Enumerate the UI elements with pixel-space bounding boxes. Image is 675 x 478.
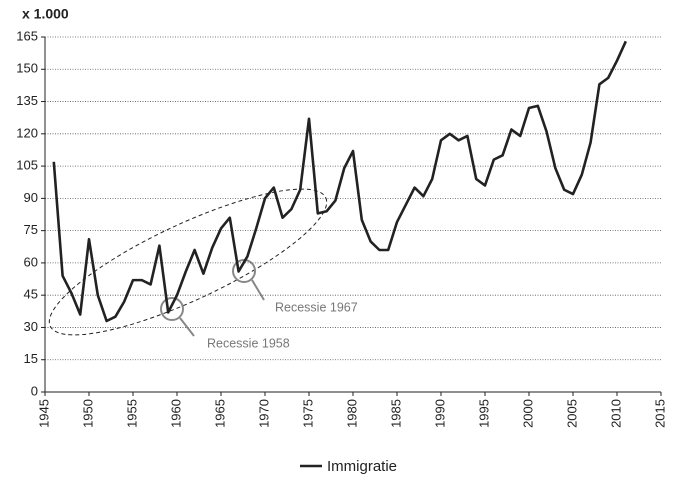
annotation-line (179, 317, 195, 337)
y-tick-label: 60 (24, 254, 38, 269)
x-tick-label: 1945 (36, 399, 51, 428)
y-tick-label: 150 (16, 61, 38, 76)
x-tick-label: 1960 (168, 399, 183, 428)
y-tick-label: 30 (24, 319, 38, 334)
x-tick-label: 1975 (300, 399, 315, 428)
y-tick-label: 15 (24, 351, 38, 366)
annotation: Recessie 1958 (207, 336, 290, 350)
annotation: Recessie 1967 (275, 300, 358, 314)
x-tick-label: 1970 (256, 399, 271, 428)
x-tick-label: 2010 (608, 399, 623, 428)
x-tick-label: 1950 (80, 399, 95, 428)
legend-label: Immigratie (327, 458, 397, 475)
x-tick-label: 1985 (388, 399, 403, 428)
annotation-line (251, 279, 265, 301)
recession-circle (160, 297, 184, 321)
x-tick-label: 1980 (344, 399, 359, 428)
y-tick-label: 105 (16, 158, 38, 173)
data-line (52, 40, 627, 323)
x-tick-label: 2005 (564, 399, 579, 428)
y-tick-label: 120 (16, 125, 38, 140)
x-tick-label: 1990 (432, 399, 447, 428)
y-tick-label: 135 (16, 93, 38, 108)
y-tick-label: 75 (24, 222, 38, 237)
x-tick-label: 2000 (520, 399, 535, 428)
x-tick-label: 1955 (124, 399, 139, 428)
highlight-ellipse (48, 188, 328, 336)
x-tick-label: 1995 (476, 399, 491, 428)
y-tick-label: 45 (24, 287, 38, 302)
x-tick-label: 1965 (212, 399, 227, 428)
x-tick-label: 2015 (652, 399, 667, 428)
y-tick-label: 165 (16, 28, 38, 43)
y-tick-label: 0 (31, 383, 38, 398)
y-tick-label: 90 (24, 190, 38, 205)
unit-label: x 1.000 (22, 6, 69, 22)
